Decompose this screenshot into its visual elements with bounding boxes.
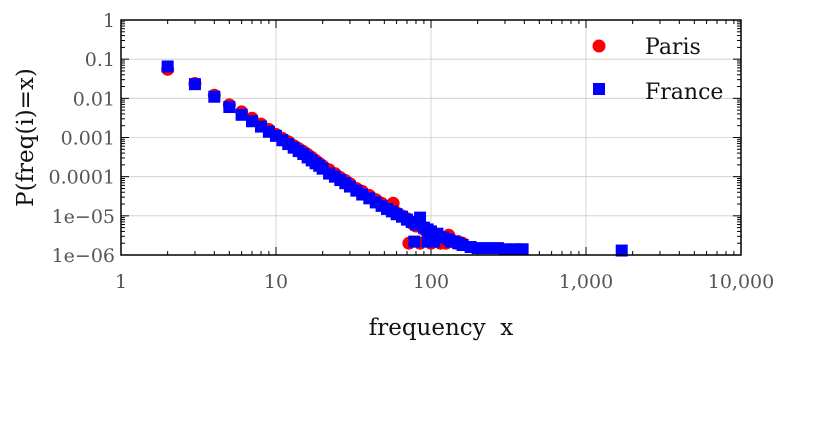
data-point-france xyxy=(471,242,484,255)
data-point-france xyxy=(414,211,427,224)
legend: Paris France xyxy=(592,35,723,105)
data-point-france xyxy=(498,243,511,256)
series-france xyxy=(161,60,628,257)
data-points xyxy=(161,60,628,257)
data-point-france xyxy=(516,243,529,256)
legend-marker-paris xyxy=(592,39,606,53)
y-tick-label: 0.0001 xyxy=(49,167,115,189)
data-point-france xyxy=(245,115,258,128)
data-point-france xyxy=(615,244,628,257)
plot-frame xyxy=(120,19,742,256)
y-tick-label: 1e−06 xyxy=(52,245,115,267)
y-tick-label: 0.001 xyxy=(61,128,115,150)
x-tick-label: 10,000 xyxy=(708,271,774,293)
data-point-france xyxy=(481,242,494,255)
x-tick-label: 10 xyxy=(264,271,288,293)
data-point-france xyxy=(262,125,275,138)
x-tick-label: 1,000 xyxy=(559,271,613,293)
y-axis-label: P(freq(i)=x) xyxy=(13,68,39,207)
legend-label-france: France xyxy=(645,80,723,105)
data-point-france xyxy=(445,235,458,248)
data-point-france xyxy=(235,108,248,121)
y-tick-label: 0.1 xyxy=(85,49,115,71)
y-tick-label: 1 xyxy=(103,10,115,32)
data-point-france xyxy=(428,235,441,248)
data-point-france xyxy=(188,78,201,91)
x-tick-labels: 1 10 100 1,000 10,000 xyxy=(115,271,774,293)
data-point-france xyxy=(208,90,221,103)
legend-label-paris: Paris xyxy=(645,35,701,60)
data-point-france xyxy=(161,60,174,73)
data-point-france xyxy=(223,101,236,114)
y-tick-label: 1e−05 xyxy=(52,206,115,228)
x-axis-label: frequency x xyxy=(369,315,514,341)
legend-marker-france xyxy=(593,83,605,95)
y-tick-label: 0.01 xyxy=(73,88,115,110)
x-tick-label: 1 xyxy=(115,271,127,293)
x-tick-label: 100 xyxy=(413,271,449,293)
y-tick-labels: 1 0.1 0.01 0.001 0.0001 1e−05 1e−06 xyxy=(49,10,115,267)
data-point-france xyxy=(408,235,421,248)
